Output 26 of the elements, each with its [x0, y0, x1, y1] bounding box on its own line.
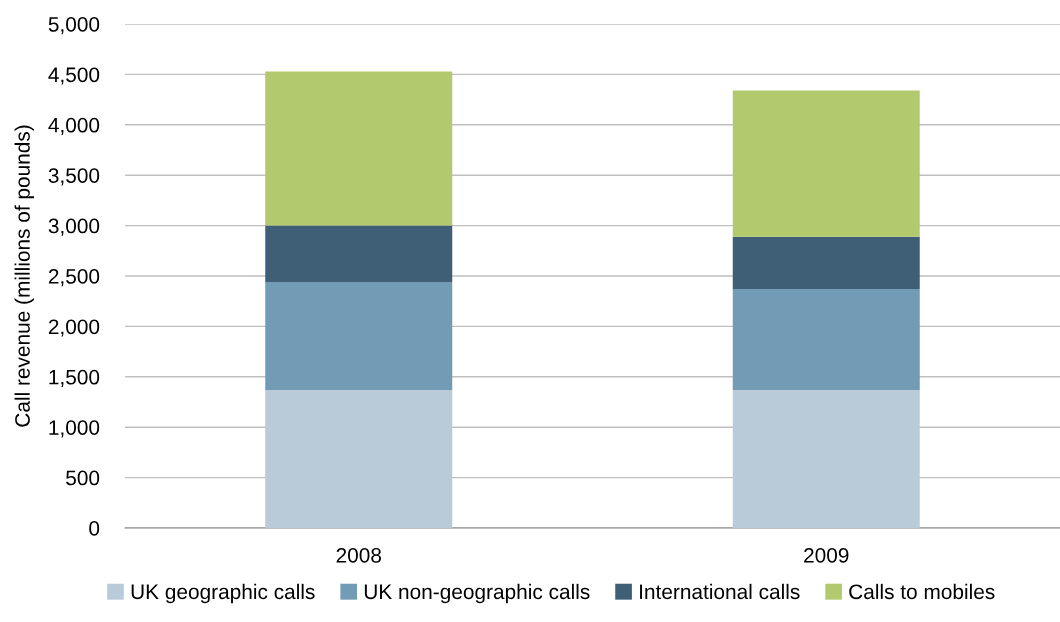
y-tick-label: 2,000	[48, 319, 100, 337]
legend-label: UK non-geographic calls	[364, 583, 590, 604]
y-tick-label: 2,500	[48, 269, 100, 287]
bar	[265, 71, 453, 226]
bar	[265, 282, 453, 390]
legend-label: International calls	[640, 583, 800, 600]
y-axis-title: Call revenue (millions of pounds)	[14, 125, 34, 427]
y-tick-label: 500	[66, 470, 100, 486]
legend-label: Calls to mobiles	[849, 583, 995, 600]
y-tick-label: 1,000	[49, 420, 100, 438]
bar	[265, 225, 453, 283]
bar	[732, 90, 920, 237]
y-tick-label: 0	[89, 521, 100, 536]
x-tick-label: 2008	[336, 547, 382, 563]
bar	[732, 389, 920, 528]
y-tick-label: 4,000	[48, 117, 100, 136]
y-tick-label: 5,000	[48, 17, 100, 35]
bar	[732, 289, 920, 390]
y-tick-label: 3,000	[48, 218, 100, 236]
y-tick-label: 4,500	[48, 67, 100, 85]
legend-label: UK geographic calls	[131, 583, 315, 604]
x-tick-label: 2009	[804, 547, 849, 563]
bar	[265, 389, 453, 528]
y-tick-label: 1,500	[49, 369, 100, 388]
y-tick-label: 3,500	[48, 168, 100, 186]
bar	[732, 236, 920, 290]
